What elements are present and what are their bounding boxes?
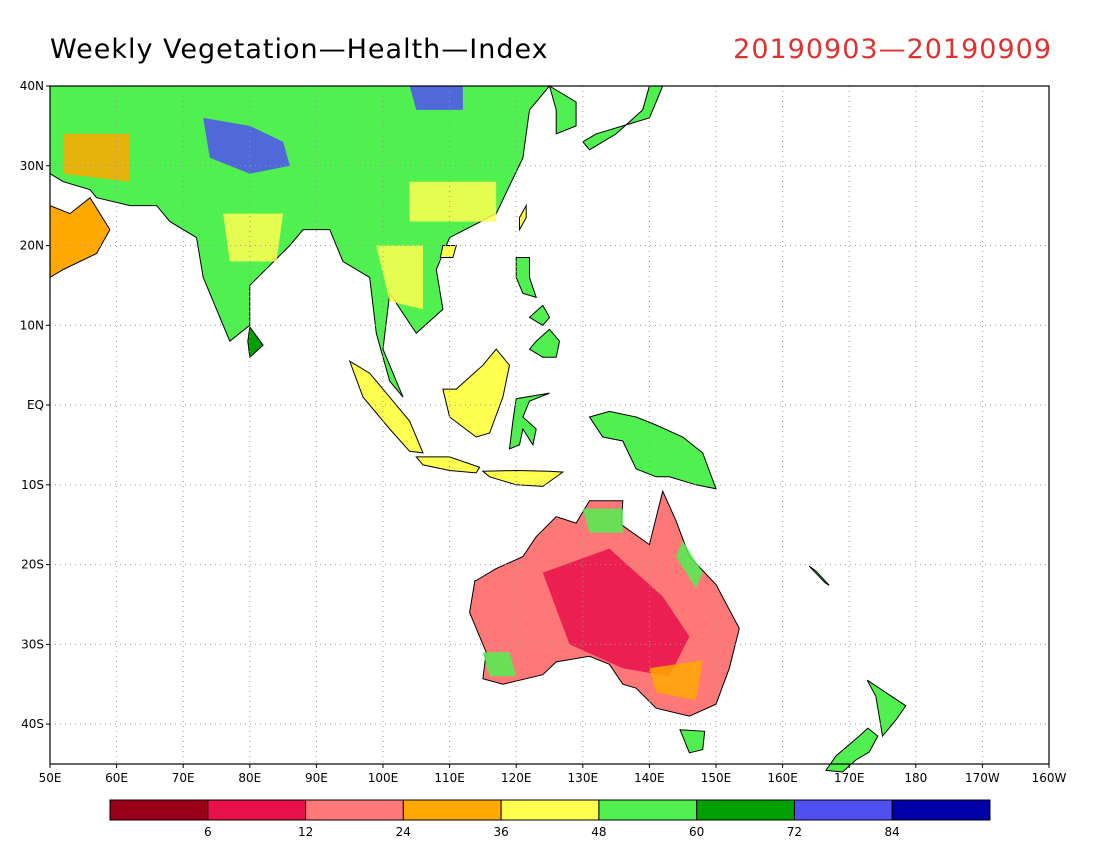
axis-ticks: 40N 30N 20N 10N EQ 10S 20S 30S 40S 50E 60E 70E 80E 90… bbox=[20, 79, 1067, 785]
lon-tick-label: 70E bbox=[172, 771, 195, 785]
visayas-landmass bbox=[528, 304, 551, 326]
legend-label: 72 bbox=[787, 825, 802, 839]
lat-tick-label: 20S bbox=[21, 558, 44, 572]
iran-patch bbox=[63, 133, 130, 182]
luzon-landmass bbox=[515, 257, 537, 299]
australia-east-patch bbox=[676, 540, 703, 589]
lat-tick-label: 40S bbox=[21, 717, 44, 731]
tasmania-landmass bbox=[679, 729, 706, 754]
australia-southwest-patch bbox=[482, 652, 517, 677]
korea-landmass bbox=[548, 84, 577, 135]
lon-tick-label: 120E bbox=[501, 771, 532, 785]
mongolia-patch bbox=[409, 86, 463, 110]
indochina-patch bbox=[376, 245, 423, 310]
lon-tick-label: 80E bbox=[238, 771, 261, 785]
legend-label: 6 bbox=[204, 825, 212, 839]
lat-tick-label: 30S bbox=[21, 637, 44, 651]
nz-south-landmass bbox=[825, 727, 879, 773]
lon-tick-label: 170E bbox=[834, 771, 865, 785]
legend-label: 36 bbox=[493, 825, 508, 839]
legend-swatch bbox=[500, 799, 600, 821]
map-frame bbox=[49, 85, 1050, 765]
legend-swatch bbox=[793, 799, 893, 821]
india-central-patch bbox=[223, 213, 284, 262]
lesser-sunda-landmass bbox=[481, 469, 565, 487]
legend-swatch bbox=[891, 799, 991, 821]
legend-swatch bbox=[402, 799, 502, 821]
lat-tick-label: 30N bbox=[20, 159, 44, 173]
legend-label: 48 bbox=[591, 825, 606, 839]
sulawesi-landmass bbox=[508, 392, 550, 450]
lon-tick-label: 160E bbox=[767, 771, 798, 785]
lat-tick-label: EQ bbox=[27, 398, 44, 412]
tibet-patch bbox=[203, 117, 290, 174]
lat-tick-label: 20N bbox=[20, 239, 44, 253]
lon-tick-label: 180 bbox=[904, 771, 927, 785]
lon-tick-label: 60E bbox=[105, 771, 128, 785]
hainan-landmass bbox=[439, 245, 457, 258]
new-guinea-landmass bbox=[588, 410, 717, 490]
china-south-patch bbox=[409, 181, 497, 222]
lat-tick-label: 40N bbox=[20, 79, 44, 93]
lat-tick-label: 10S bbox=[21, 478, 44, 492]
asia-mainland-landmass bbox=[49, 85, 551, 398]
legend-swatch bbox=[598, 799, 698, 821]
lon-tick-label: 160W bbox=[1032, 771, 1067, 785]
nz-north-landmass bbox=[866, 679, 907, 738]
legend-swatch bbox=[109, 799, 209, 821]
graticule bbox=[50, 86, 1049, 764]
legend-swatch bbox=[305, 799, 404, 821]
sumatra-landmass bbox=[348, 360, 424, 454]
lon-tick-label: 150E bbox=[701, 771, 732, 785]
map-title: Weekly Vegetation—Health—Index bbox=[50, 34, 549, 65]
lon-tick-label: 90E bbox=[305, 771, 328, 785]
lon-tick-label: 100E bbox=[368, 771, 399, 785]
lon-tick-label: 110E bbox=[434, 771, 465, 785]
borneo-landmass bbox=[442, 348, 511, 438]
lat-tick-label: 10N bbox=[20, 318, 44, 332]
australia-north-patch bbox=[582, 508, 623, 533]
lon-tick-label: 130E bbox=[568, 771, 599, 785]
arabia-east-landmass bbox=[49, 196, 111, 279]
lon-tick-label: 50E bbox=[39, 771, 62, 785]
legend-swatch bbox=[207, 799, 307, 821]
date-range: 20190903—20190909 bbox=[733, 34, 1052, 65]
legend-swatch bbox=[696, 799, 796, 821]
legend-label: 12 bbox=[298, 825, 313, 839]
legend-label: 24 bbox=[396, 825, 411, 839]
legend-label: 84 bbox=[885, 825, 900, 839]
new-caledonia-landmass bbox=[808, 565, 830, 586]
australia-core-patch bbox=[542, 548, 690, 677]
mindanao-landmass bbox=[528, 328, 561, 358]
java-landmass bbox=[415, 456, 481, 474]
taiwan-landmass bbox=[519, 203, 527, 232]
lon-tick-label: 140E bbox=[634, 771, 665, 785]
legend-label: 60 bbox=[689, 825, 704, 839]
color-legend: 6 12 24 36 48 60 72 84 bbox=[109, 799, 991, 839]
lon-tick-label: 170W bbox=[965, 771, 1000, 785]
japan-landmass bbox=[582, 85, 664, 151]
landmass-layer bbox=[49, 84, 907, 773]
australia-southeast-patch bbox=[649, 660, 703, 701]
